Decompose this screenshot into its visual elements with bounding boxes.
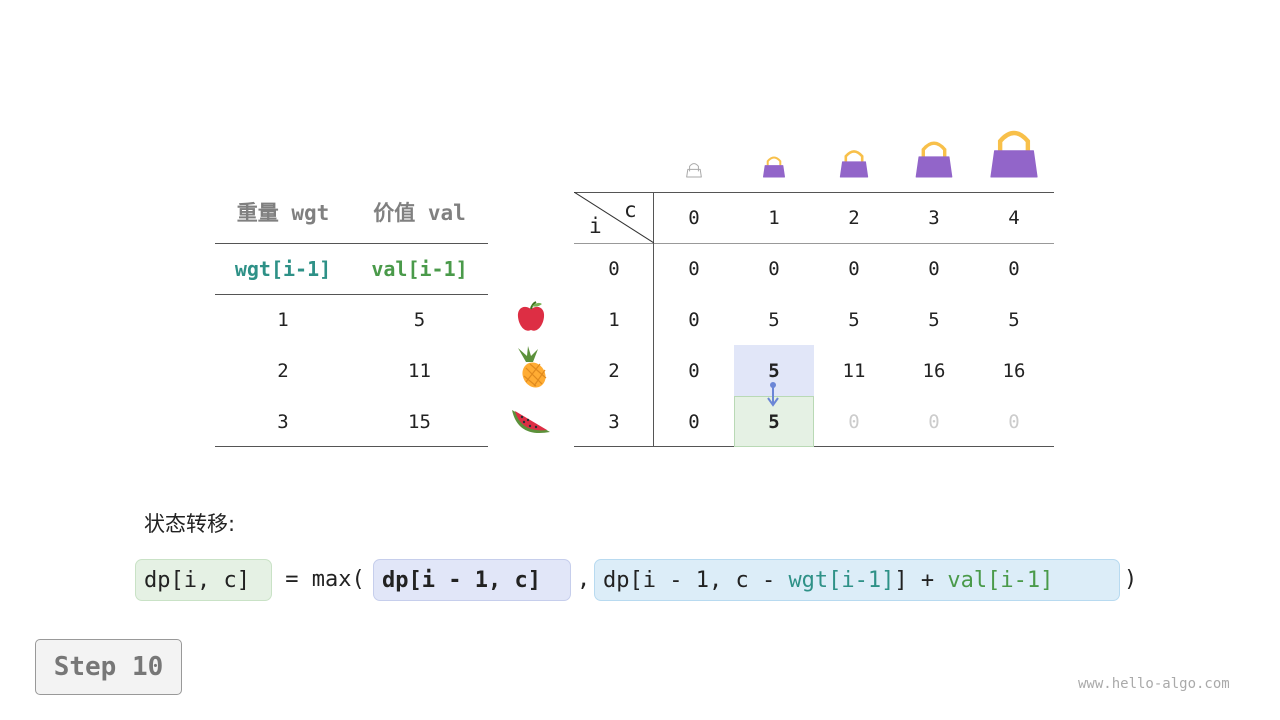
dp-cell: 0 (768, 257, 780, 280)
corner-diagonal (574, 192, 654, 243)
dp-cell: 11 (842, 359, 866, 382)
arg2-val: val[i-1] (947, 567, 1054, 593)
watermark: www.hello-algo.com (1078, 676, 1230, 692)
corner-row-label: i (589, 214, 602, 238)
header-weight: 重量 wgt (236, 201, 330, 225)
apple-icon (517, 301, 545, 331)
dp-cell: 0 (1008, 410, 1020, 433)
item-value: 15 (408, 410, 431, 433)
formula-comma: , (577, 567, 591, 592)
dp-cell: 0 (688, 359, 700, 382)
item-weight: 3 (277, 410, 289, 433)
step-button[interactable]: Step 10 (35, 639, 182, 695)
arrow-down-icon (767, 382, 779, 407)
formula-close: ) (1124, 567, 1138, 592)
col-header: 4 (1008, 206, 1020, 229)
dp-cell: 0 (848, 257, 860, 280)
watermelon-icon (512, 410, 550, 434)
dp-cell: 5 (1008, 308, 1020, 331)
row-header: 1 (608, 308, 620, 331)
dp-cell: 0 (928, 257, 940, 280)
dp-cell: 0 (1008, 257, 1020, 280)
item-value: 11 (408, 359, 431, 382)
dp-cell: 0 (848, 410, 860, 433)
bag-icon (763, 156, 785, 178)
pineapple-icon (518, 346, 547, 388)
arg2-wgt: wgt[i-1] (788, 567, 895, 593)
formula-label: 状态转移: (144, 512, 236, 536)
col-header: 0 (688, 206, 700, 229)
formula-arg1: dp[i - 1, c] (373, 559, 571, 601)
header-value: 价值 val (373, 201, 466, 225)
item-weight: 1 (277, 308, 289, 331)
col-header: 1 (768, 206, 780, 229)
row-header: 3 (608, 410, 620, 433)
item-weight: 2 (277, 359, 289, 382)
subheader-wgt: wgt[i-1] (234, 256, 332, 281)
bag-icon (839, 150, 869, 178)
dp-cell: 0 (688, 308, 700, 331)
arg2-b: ] + (894, 567, 948, 593)
col-header: 2 (848, 206, 860, 229)
dp-cell: 5 (848, 308, 860, 331)
row-header: 0 (608, 257, 620, 280)
formula-lhs: dp[i, c] (135, 559, 272, 601)
col-header: 3 (928, 206, 940, 229)
dp-cell: 0 (688, 410, 700, 433)
corner-col-label: c (624, 198, 637, 222)
formula-max: = max( (272, 567, 365, 592)
subheader-val: val[i-1] (371, 256, 468, 281)
dp-cell: 5 (768, 308, 780, 331)
empty-bag-icon (686, 163, 702, 178)
bag-icon (915, 141, 953, 178)
dp-cell: 16 (922, 359, 946, 382)
row-header: 2 (608, 359, 620, 382)
dp-cell: 0 (928, 410, 940, 433)
arg2-a: dp[i - 1, c - (603, 567, 789, 593)
dp-cell: 0 (688, 257, 700, 280)
dp-cell: 5 (928, 308, 940, 331)
item-value: 5 (413, 308, 426, 331)
dp-cell: 16 (1002, 359, 1026, 382)
formula-arg2: dp[i - 1, c - wgt[i-1]] + val[i-1] (594, 559, 1120, 601)
bag-icon (990, 130, 1038, 178)
